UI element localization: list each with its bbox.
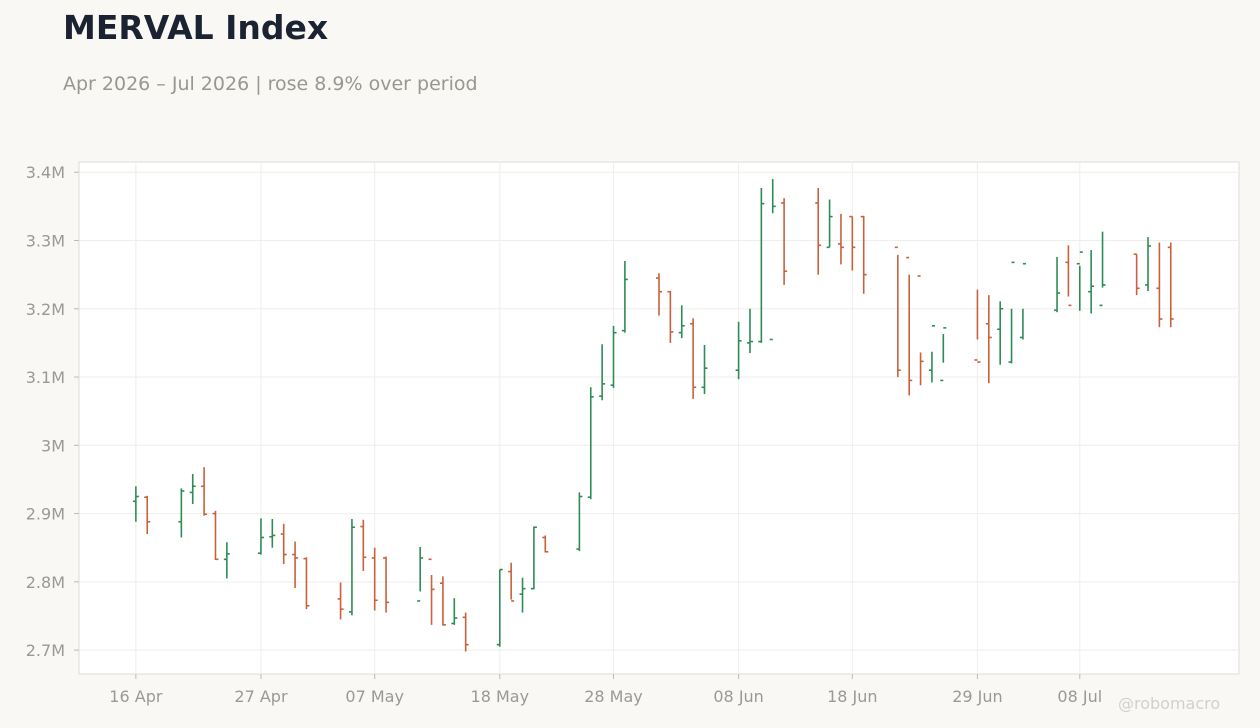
ohlc-bar-up [132,486,139,522]
ohlc-bar-up [223,542,230,579]
x-axis: 16 Apr 27 Apr 07 May 18 May 28 May 08 Jun 18 J… [109,674,1102,706]
ohlc-bar-up [701,344,708,395]
ohlc-bar-up [735,321,742,380]
ohlc-bars [132,179,1174,652]
ohlc-bar-down [428,558,435,625]
ohlc-bar-down [849,215,856,271]
ohlc-bar-down [1065,245,1072,307]
ohlc-bar-up [587,387,594,500]
ohlc-bar-down [656,273,662,316]
chart-subtitle: Apr 2026 – Jul 2026 | rose 8.9% over per… [63,73,478,95]
ohlc-bar-down [292,541,299,588]
ohlc-bar-up [1019,262,1026,340]
y-tick-label: 2.7M [26,641,65,660]
ohlc-bar-down [371,547,378,611]
ohlc-bar-up [519,577,526,613]
ohlc-bar-up [621,260,628,333]
y-tick-label: 3.4M [26,163,65,182]
ohlc-bar-up [530,526,537,590]
ohlc-bar-down [815,187,822,275]
ohlc-bar-down [542,535,549,553]
ohlc-bar-down [360,519,367,571]
ohlc-bar-down [201,467,208,516]
ohlc-bar-up [1099,231,1106,307]
x-tick-label: 29 Jun [952,687,1002,706]
y-tick-label: 2.9M [26,505,65,524]
ohlc-bar-down [1156,242,1163,328]
ohlc-bar-up [758,187,765,343]
chart-title: MERVAL Index [63,8,329,47]
ohlc-bar-up [269,519,276,548]
ohlc-bar-down [1167,242,1174,328]
ohlc-bar-up [997,301,1004,365]
ohlc-bar-up [826,199,833,249]
ohlc-bar-down [1133,253,1140,296]
x-tick-label: 07 May [345,687,404,706]
ohlc-bar-up [928,325,935,383]
ohlc-bar-down [781,198,788,285]
y-axis: 2.7M 2.8M 2.9M 3M 3.1M 3.2M 3.3M 3.4M [26,163,79,660]
watermark: @robomacro [1118,694,1221,713]
ohlc-bar-down [439,576,446,626]
ohlc-bar-up [1145,237,1152,292]
ohlc-bar-up [940,327,947,382]
ohlc-bar-up [451,598,458,625]
ohlc-bar-down [906,256,913,396]
ohlc-bar-up [678,305,685,339]
ohlc-bar-down [860,215,867,294]
ohlc-bar-down [667,290,674,343]
ohlc-bar-down [985,295,992,384]
ohlc-bar-up [496,568,503,647]
y-tick-label: 3M [41,436,65,455]
ohlc-bar-down [337,582,344,620]
x-tick-label: 08 Jun [713,687,763,706]
ohlc-bar-up [610,325,617,388]
ohlc-bar-down [303,557,310,610]
x-tick-label: 18 Jun [827,687,877,706]
ohlc-bar-up [1076,251,1083,311]
ohlc-bar-up [348,519,355,616]
ohlc-bar-down [144,495,151,535]
ohlc-bar-up [257,518,264,555]
ohlc-bar-down [917,275,924,386]
ohlc-bar-up [1088,250,1095,314]
x-tick-label: 18 May [471,687,530,706]
ohlc-bar-down [894,246,901,378]
ohlc-bar-down [383,556,390,613]
ohlc-bar-up [576,492,583,552]
x-tick-label: 28 May [584,687,643,706]
ohlc-bar-down [837,213,844,265]
y-tick-label: 2.8M [26,573,65,592]
ohlc-bar-up [178,488,185,538]
ohlc-bar-up [1054,256,1061,313]
ohlc-bar-down [690,318,697,399]
y-tick-label: 3.3M [26,232,65,251]
ohlc-bar-up [769,179,776,341]
y-tick-label: 3.1M [26,368,65,387]
ohlc-bar-down [212,510,219,561]
ohlc-bar-down [462,612,469,652]
x-tick-label: 08 Jul [1057,687,1102,706]
plot-area [78,161,1240,675]
ohlc-bar-up [1008,261,1015,364]
ohlc-bar-up [599,344,606,401]
x-tick-label: 27 Apr [234,687,288,706]
ohlc-bar-up [746,308,753,354]
y-tick-label: 3.2M [26,300,65,319]
ohlc-bar-down [508,562,515,602]
ohlc-bar-down [280,523,287,565]
ohlc-bar-up [417,547,424,602]
ohlc-bar-up [189,473,196,505]
ohlc-bar-down [974,289,981,363]
x-tick-label: 16 Apr [109,687,163,706]
